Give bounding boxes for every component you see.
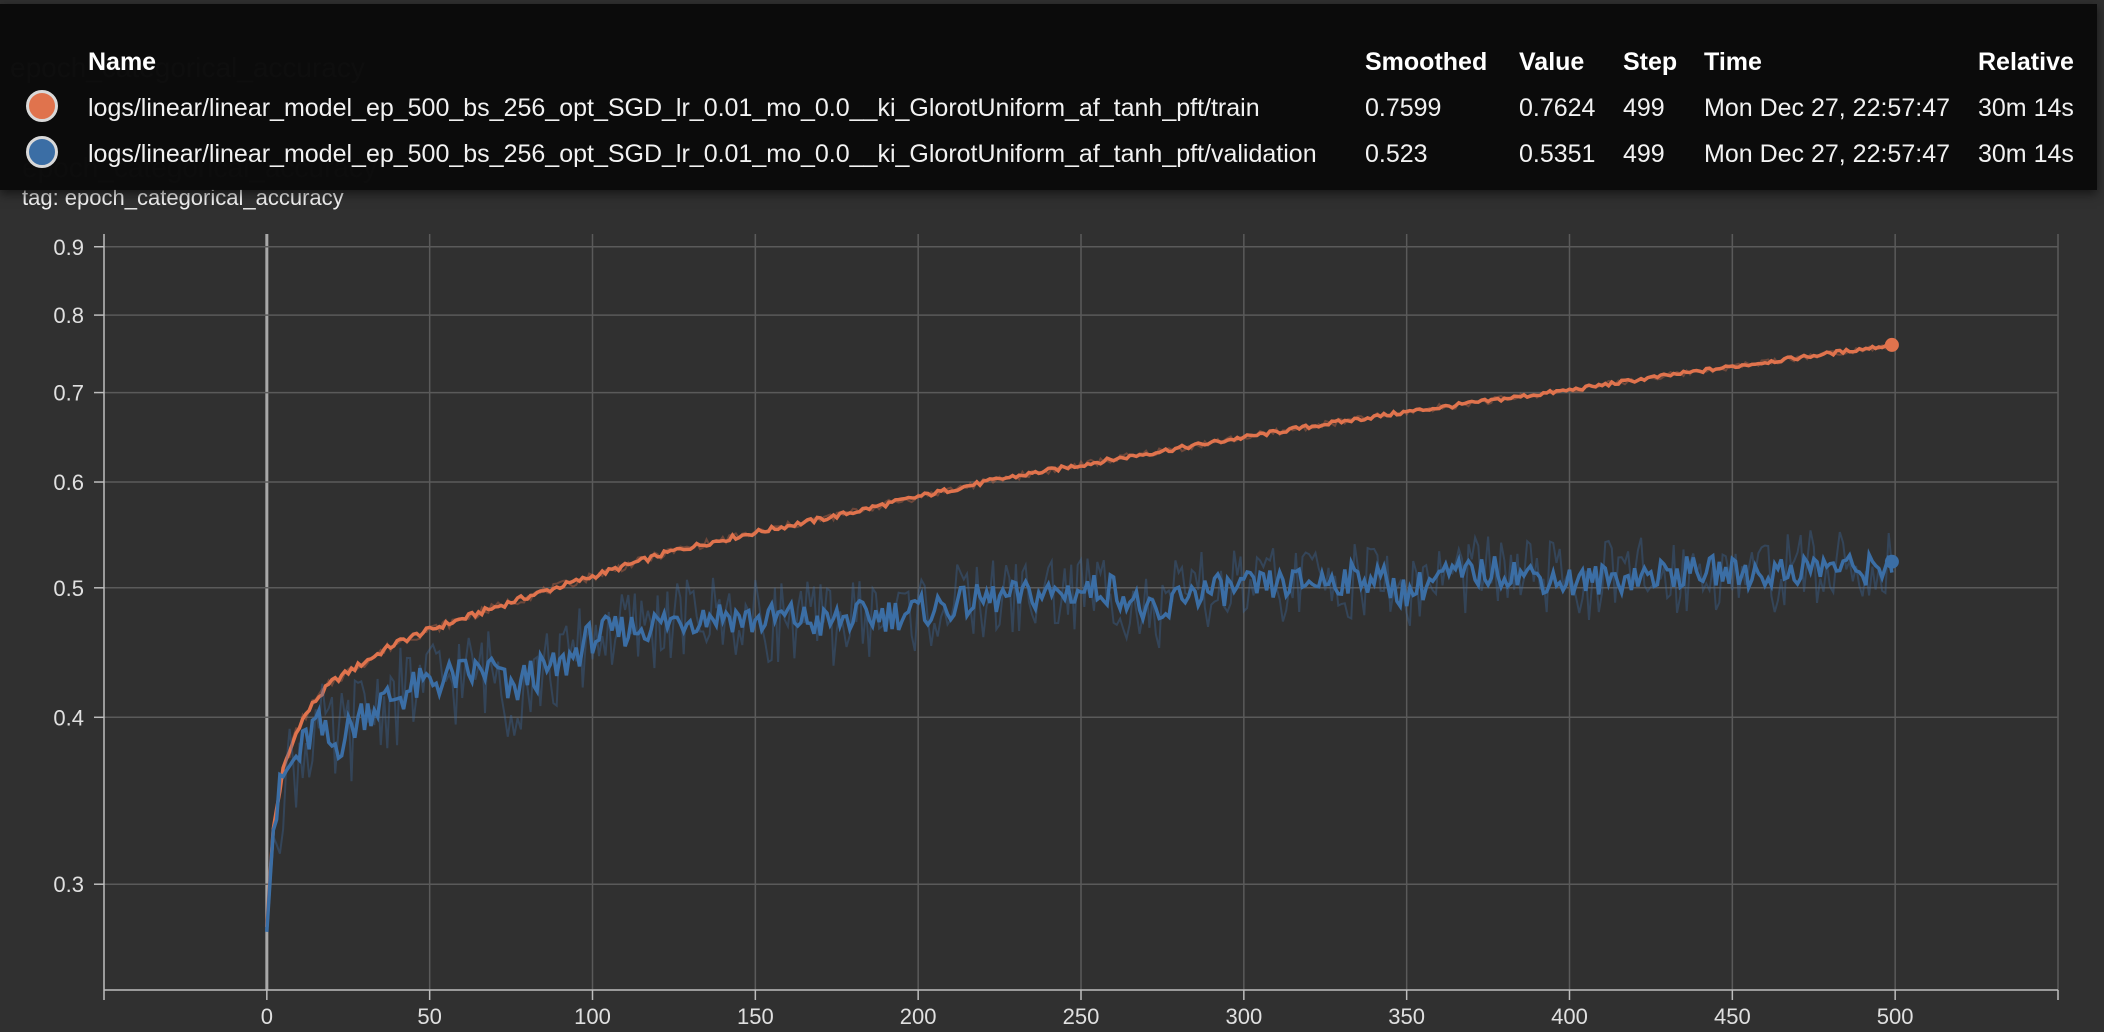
series-validation-raw-line	[265, 530, 1893, 932]
train-color-swatch	[26, 90, 58, 122]
x-tick-label: 200	[900, 1004, 937, 1029]
x-tick-label: 500	[1877, 1004, 1914, 1029]
row-smoothed: 0.523	[1365, 140, 1428, 168]
row-step: 499	[1623, 140, 1665, 168]
header-value: Value	[1519, 48, 1585, 76]
series-validation-hover-point	[1884, 554, 1899, 569]
x-tick-label: 450	[1714, 1004, 1751, 1029]
x-tick-label: 300	[1225, 1004, 1262, 1029]
y-tick-label: 0.9	[53, 235, 84, 260]
validation-color-swatch	[26, 136, 58, 168]
x-tick-label: 350	[1388, 1004, 1425, 1029]
row-time: Mon Dec 27, 22:57:47	[1704, 94, 1950, 122]
y-tick-label: 0.7	[53, 381, 84, 406]
row-name: logs/linear/linear_model_ep_500_bs_256_o…	[88, 94, 1260, 122]
x-tick-label: 400	[1551, 1004, 1588, 1029]
y-tick-label: 0.4	[53, 705, 84, 730]
x-tick-label: 50	[417, 1004, 441, 1029]
header-smoothed: Smoothed	[1365, 48, 1488, 76]
series-train-raw-line	[265, 343, 1893, 928]
series-train-hover-point	[1884, 337, 1899, 352]
row-relative: 30m 14s	[1978, 94, 2074, 122]
row-step: 499	[1623, 94, 1665, 122]
header-time: Time	[1704, 48, 1762, 76]
row-relative: 30m 14s	[1978, 140, 2074, 168]
header-step: Step	[1623, 48, 1678, 76]
series-validation-smoothed-line	[265, 548, 1894, 933]
row-time: Mon Dec 27, 22:57:47	[1704, 140, 1950, 168]
tooltip-table: Name Smoothed Value Step Time Relative l…	[0, 4, 2097, 190]
row-name: logs/linear/linear_model_ep_500_bs_256_o…	[88, 140, 1317, 168]
x-tick-label: 0	[261, 1004, 273, 1029]
row-smoothed: 0.7599	[1365, 94, 1442, 122]
x-tick-label: 100	[574, 1004, 611, 1029]
row-value: 0.7624	[1519, 94, 1596, 122]
y-tick-label: 0.5	[53, 576, 84, 601]
header-relative: Relative	[1978, 48, 2074, 76]
x-tick-label: 250	[1063, 1004, 1100, 1029]
y-tick-label: 0.3	[53, 872, 84, 897]
x-tick-label: 150	[737, 1004, 774, 1029]
y-tick-label: 0.6	[53, 470, 84, 495]
row-value: 0.5351	[1519, 140, 1596, 168]
y-tick-label: 0.8	[53, 303, 84, 328]
header-name: Name	[88, 48, 157, 76]
series-train-smoothed-line	[265, 342, 1893, 928]
